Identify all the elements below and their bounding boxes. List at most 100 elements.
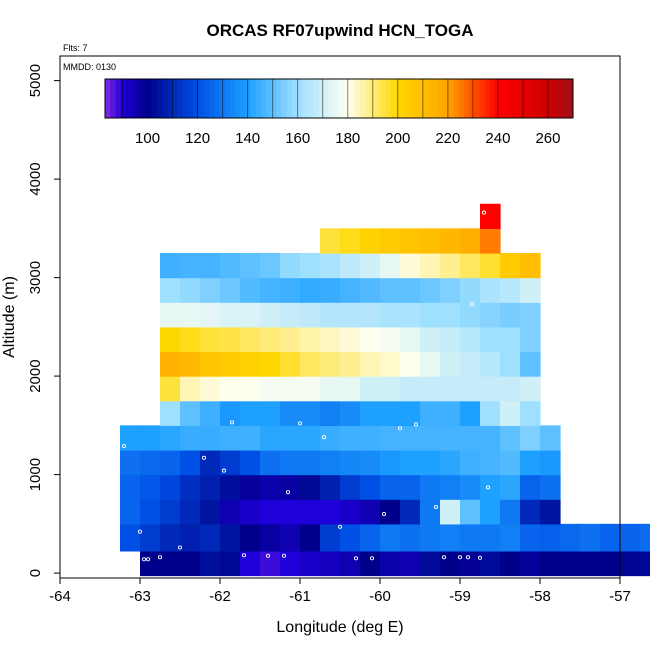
heatmap-cell (420, 499, 441, 525)
data-point (121, 443, 127, 449)
heatmap-cell (180, 474, 201, 500)
heatmap-cell (420, 351, 441, 377)
colorbar-segment (292, 79, 298, 118)
heatmap-cell (540, 499, 561, 525)
heatmap-cell (480, 376, 501, 402)
heatmap-cell (420, 523, 441, 552)
heatmap-cell (380, 474, 401, 500)
heatmap-cell (200, 302, 221, 328)
heatmap-cell (460, 252, 481, 279)
colorbar-segment (323, 79, 330, 118)
chart-title: ORCAS RF07upwind HCN_TOGA (207, 21, 474, 40)
colorbar-segment (354, 79, 361, 118)
heatmap-cell (440, 376, 461, 402)
heatmap-cell (440, 550, 461, 577)
colorbar-segment (307, 79, 314, 118)
colorbar-segment (365, 79, 371, 118)
heatmap-cell (280, 302, 301, 328)
heatmap-cell (280, 351, 301, 377)
heatmap-cell (480, 326, 501, 353)
heatmap-cell (160, 499, 181, 525)
heatmap-cell (240, 277, 261, 303)
x-tick-label: -61 (289, 588, 311, 605)
colorbar-segment (349, 79, 356, 118)
colorbar-segment (536, 79, 543, 118)
heatmap-cell (180, 499, 201, 525)
data-point (441, 555, 447, 560)
heatmap-cell (520, 302, 541, 328)
heatmap-cell (120, 449, 141, 476)
colorbar-segment (151, 79, 158, 118)
heatmap-cell (440, 351, 461, 377)
heatmap-cell (640, 550, 650, 577)
colorbar-segment (422, 79, 428, 118)
heatmap-cell (200, 376, 221, 402)
heatmap-cell (140, 523, 161, 552)
heatmap-cell (240, 252, 261, 279)
x-tick-label: -59 (449, 588, 471, 605)
y-tick-label: 2000 (27, 359, 44, 392)
heatmap-cell (360, 302, 381, 328)
heatmap-cell (480, 302, 501, 328)
colorbar-segment (375, 79, 382, 118)
heatmap-cell (360, 523, 381, 552)
heatmap-cell (480, 499, 501, 525)
colorbar-segment (193, 79, 200, 118)
heatmap-cell (400, 425, 421, 451)
colorbar-tick-label: 220 (435, 130, 460, 147)
heatmap-cell (280, 326, 301, 353)
heatmap-cell (500, 351, 521, 377)
heatmap-cell (360, 474, 381, 500)
colorbar-segment (224, 79, 231, 118)
plot-frame (59, 55, 621, 579)
heatmap-cell (300, 400, 321, 426)
heatmap-cell (380, 228, 401, 254)
heatmap-cell (200, 474, 221, 500)
colorbar-segment (401, 79, 408, 118)
heatmap-cell (520, 326, 541, 353)
heatmap-cell (520, 499, 541, 525)
heatmap-cell (360, 252, 381, 279)
heatmap-cell (160, 550, 181, 577)
heatmap-cell (180, 326, 201, 353)
data-point (433, 505, 439, 510)
heatmap-cell (300, 474, 321, 500)
heatmap-cell (520, 449, 541, 476)
heatmap-cell (540, 425, 561, 451)
data-point (145, 557, 151, 562)
heatmap-cell (520, 474, 541, 500)
heatmap-cell (220, 252, 241, 279)
heatmap-cell (440, 277, 461, 303)
heatmap-cell (320, 550, 341, 577)
data-point (353, 556, 359, 561)
data-point (397, 426, 403, 431)
heatmap-cell (140, 474, 161, 500)
heatmap-cell (140, 499, 161, 525)
heatmap-cell (440, 400, 461, 426)
heatmap-cell (380, 277, 401, 303)
heatmap-cell (300, 425, 321, 451)
colorbar-segment (261, 79, 267, 118)
colorbar-segment (489, 79, 496, 118)
heatmap-cell (140, 449, 161, 476)
heatmap-cell (140, 425, 161, 451)
heatmap-cell (480, 425, 501, 451)
x-tick-label: -57 (609, 588, 631, 605)
heatmap-cell (160, 302, 181, 328)
heatmap-cell (460, 376, 481, 402)
heatmap-cell (380, 400, 401, 426)
heatmap-cell (400, 474, 421, 500)
heatmap-cell (380, 449, 401, 476)
heatmap-cell (240, 376, 261, 402)
heatmap-cell (220, 277, 241, 303)
heatmap-cell (260, 302, 281, 328)
data-point (413, 422, 419, 427)
colorbar-segment (110, 79, 116, 118)
heatmap-cell (180, 400, 201, 426)
heatmap-cell (260, 351, 281, 377)
colorbar-segment (209, 79, 215, 118)
heatmap-cell (380, 351, 401, 377)
heatmap-cell (260, 523, 281, 552)
heatmap-cell (200, 425, 221, 451)
heatmap-cell (420, 302, 441, 328)
